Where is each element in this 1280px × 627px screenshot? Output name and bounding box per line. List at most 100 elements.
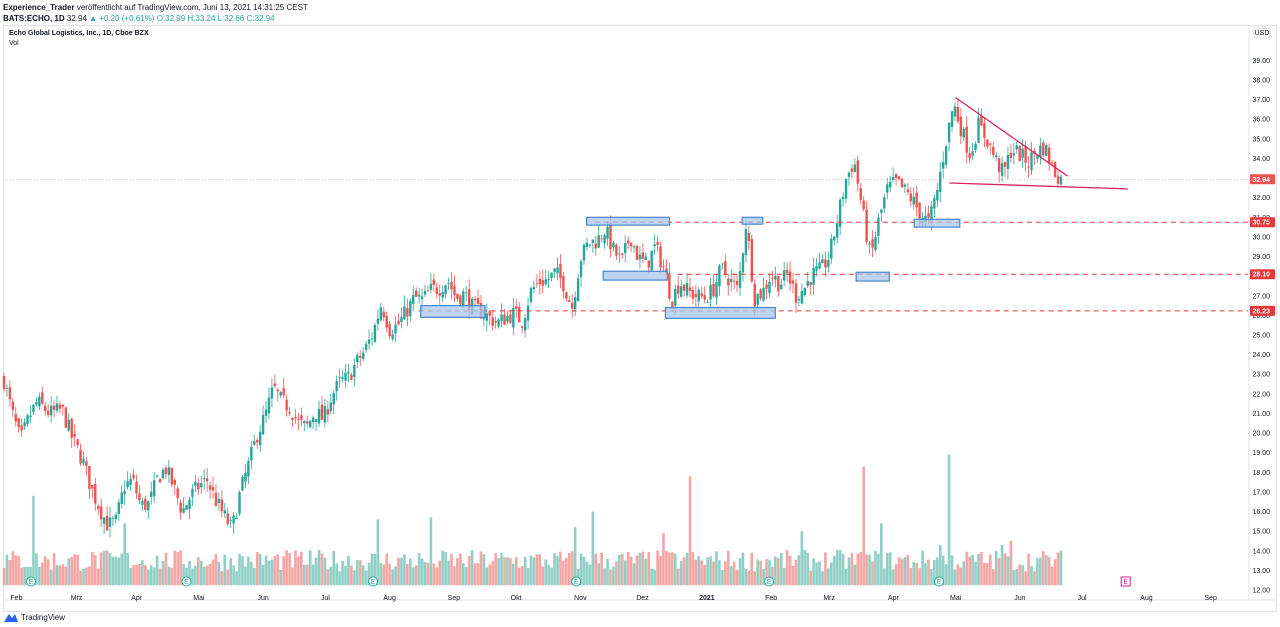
- candle-body: [621, 253, 624, 255]
- candle-body: [618, 253, 621, 255]
- candle-body: [332, 392, 335, 405]
- candle-body: [980, 116, 983, 126]
- volume-bar: [953, 569, 957, 586]
- volume-bar: [644, 558, 648, 586]
- volume-bar: [959, 567, 963, 586]
- candle-body: [17, 418, 20, 428]
- volume-bar: [835, 550, 839, 586]
- candle-body: [647, 260, 650, 268]
- y-tick-label: 16.00: [1252, 509, 1270, 516]
- level-price-tag: [1250, 269, 1275, 280]
- upcoming-earnings-label: E: [1123, 579, 1128, 586]
- volume-bar: [679, 561, 683, 586]
- volume-bar: [199, 560, 203, 586]
- volume-bar: [49, 569, 53, 586]
- volume-bar: [597, 563, 601, 586]
- volume-bar: [517, 567, 521, 586]
- volume-bar: [144, 565, 147, 586]
- volume-bar: [824, 552, 827, 586]
- volume-bar: [208, 563, 212, 586]
- volume-bar: [853, 564, 857, 586]
- volume-bar: [453, 566, 456, 586]
- volume-bar: [288, 553, 291, 586]
- candle-body: [523, 318, 527, 331]
- volume-bar: [241, 556, 244, 586]
- volume-bar: [500, 553, 503, 586]
- candle-body: [1036, 155, 1039, 159]
- candle-body: [532, 287, 536, 290]
- volume-bar: [96, 568, 100, 586]
- volume-bar: [676, 568, 680, 586]
- candle-body: [391, 334, 394, 340]
- volume-bar: [26, 566, 29, 586]
- level-price-tag: [1250, 305, 1275, 316]
- volume-bar: [532, 557, 536, 586]
- y-tick-label: 17.00: [1252, 489, 1270, 496]
- candle-body: [774, 276, 777, 280]
- volume-bar: [379, 563, 383, 586]
- volume-bar: [61, 564, 65, 586]
- volume-bar: [512, 563, 515, 586]
- volume-bar: [612, 566, 615, 586]
- candle-body: [367, 339, 371, 344]
- candle-body: [208, 485, 212, 490]
- candle-body: [138, 493, 141, 501]
- volume-bar: [659, 556, 662, 586]
- volume-bar: [729, 566, 733, 586]
- volume-bar: [341, 560, 344, 586]
- volume-bar: [191, 568, 194, 586]
- trendline: [955, 97, 1068, 177]
- candle-body: [644, 256, 648, 260]
- candle-body: [229, 519, 232, 521]
- candle-body: [871, 239, 874, 248]
- candle-body: [61, 404, 65, 407]
- candle-body: [800, 290, 804, 304]
- volume-bar: [809, 570, 812, 586]
- candle-body: [397, 320, 400, 325]
- volume-bar: [774, 556, 777, 586]
- volume-bar: [933, 560, 936, 586]
- candle-body: [35, 402, 38, 405]
- volume-bar: [141, 560, 144, 586]
- volume-bar: [73, 554, 76, 586]
- x-tick-label: Jun: [1014, 595, 1025, 602]
- candle-body: [88, 465, 91, 490]
- volume-bar: [682, 557, 686, 586]
- candle-body: [1009, 152, 1013, 158]
- volume-bar: [756, 559, 759, 586]
- volume-bar: [85, 567, 88, 586]
- candle-body: [827, 260, 830, 268]
- volume-bar: [947, 454, 951, 586]
- author-name[interactable]: Experience_Trader: [3, 3, 75, 12]
- candle-body: [730, 279, 733, 283]
- candle-body: [782, 270, 786, 281]
- candle-body: [417, 294, 421, 297]
- candle-body: [185, 505, 188, 510]
- candle-body: [806, 281, 809, 286]
- candle-body: [903, 184, 907, 187]
- ohlc-values: O:32.99 H:33.24 L:32.66 C:32.94: [156, 14, 275, 23]
- footer-brand[interactable]: TradingView: [21, 613, 66, 622]
- volume-bar: [276, 554, 280, 586]
- volume-bar: [470, 550, 474, 586]
- volume-bar: [291, 567, 294, 586]
- volume-bar: [762, 569, 765, 586]
- candle-body: [144, 498, 147, 510]
- candle-body: [953, 106, 957, 117]
- volume-bar: [821, 571, 824, 586]
- volume-bar: [473, 563, 477, 586]
- candle-body: [997, 158, 1001, 172]
- candle-body: [111, 518, 115, 519]
- candle-body: [1042, 142, 1045, 156]
- volume-bar: [788, 555, 792, 586]
- volume-bar: [364, 570, 368, 586]
- volume-bar: [691, 551, 695, 586]
- volume-bar: [8, 559, 12, 586]
- candle-body: [485, 313, 489, 321]
- x-tick-label: Mrz: [823, 595, 835, 602]
- volume-bar: [111, 556, 115, 586]
- candle-body: [244, 472, 247, 482]
- candle-body: [335, 380, 338, 392]
- volume-bar: [426, 562, 430, 586]
